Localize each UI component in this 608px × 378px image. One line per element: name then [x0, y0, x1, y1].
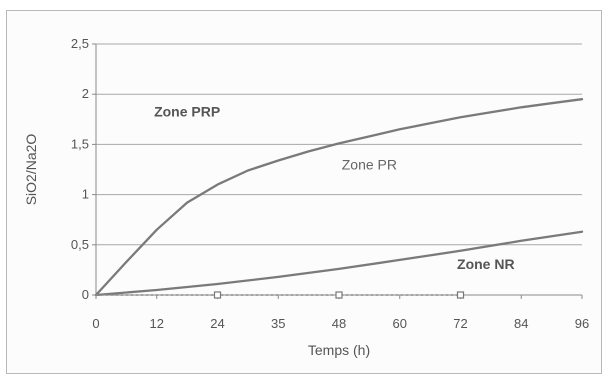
y-tick-label-5: 2,5 [71, 36, 89, 51]
x-tick-label-8: 96 [575, 316, 589, 331]
annotation-zone-pr: Zone PR [342, 157, 397, 173]
annotation-zone-prp: Zone PRP [154, 103, 220, 119]
series-1-line [94, 230, 584, 297]
y-axis-title: SiO2/Na2O [23, 134, 39, 206]
chart-frame [6, 10, 602, 374]
series-0-line [94, 98, 584, 297]
y-tick-label-1: 0,5 [71, 237, 89, 252]
x-tick-label-2: 24 [210, 316, 224, 331]
series-2-marker-2 [335, 291, 343, 299]
annotation-zone-nr: Zone NR [457, 256, 515, 272]
x-axis-title: Temps (h) [308, 342, 370, 358]
x-tick-label-7: 84 [514, 316, 528, 331]
series-2-marker-1 [213, 291, 222, 299]
y-tick-label-2: 1 [82, 187, 89, 202]
x-tick-label-0: 0 [92, 316, 99, 331]
x-tick-label-1: 12 [150, 316, 164, 331]
y-tick-label-4: 2 [82, 86, 89, 101]
series-2-marker-3 [456, 291, 465, 299]
x-tick-label-4: 48 [332, 316, 346, 331]
y-tick-label-0: 0 [82, 287, 89, 302]
x-tick-label-3: 35 [271, 316, 285, 331]
y-tick-label-3: 1,5 [71, 136, 89, 151]
x-tick-label-5: 60 [393, 316, 407, 331]
x-tick-label-6: 72 [453, 316, 467, 331]
